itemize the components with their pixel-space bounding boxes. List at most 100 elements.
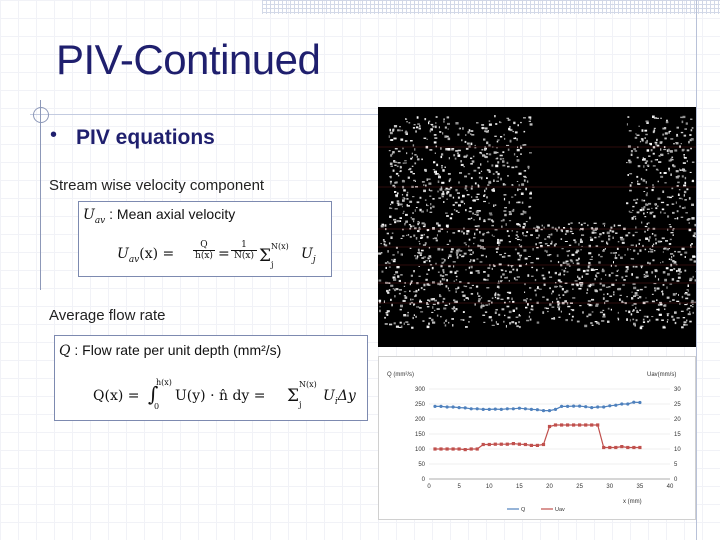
left-axis-label: Q (mm²/s) — [387, 372, 414, 378]
particle — [439, 188, 443, 191]
x-tick-label: 25 — [576, 484, 583, 490]
particle — [558, 294, 560, 296]
particle — [447, 188, 451, 191]
particle — [642, 179, 646, 182]
particle — [669, 196, 672, 199]
data-point-uav — [638, 445, 642, 450]
particle — [435, 239, 438, 242]
particle — [432, 169, 436, 171]
particle — [399, 129, 401, 132]
particle — [500, 269, 503, 271]
particle — [608, 238, 611, 241]
particle — [663, 247, 667, 249]
particle — [576, 249, 580, 253]
particle — [586, 269, 590, 272]
particle — [684, 251, 688, 254]
particle — [502, 151, 505, 153]
particle — [507, 165, 510, 168]
particle — [436, 314, 439, 317]
particle — [651, 271, 654, 274]
particle — [548, 237, 551, 239]
particle — [392, 169, 395, 172]
particle — [639, 296, 642, 299]
particle — [454, 201, 458, 204]
particle — [392, 151, 395, 154]
particle — [599, 311, 603, 314]
particle — [467, 173, 471, 175]
particle — [551, 306, 555, 308]
particle — [684, 293, 688, 295]
particle — [455, 210, 458, 212]
particle — [656, 159, 658, 161]
particle — [415, 207, 418, 209]
particle — [677, 270, 681, 272]
particle — [433, 141, 437, 144]
particle — [640, 265, 644, 267]
particle — [677, 251, 681, 253]
particle — [636, 175, 639, 178]
particle — [389, 176, 391, 178]
particle — [505, 325, 507, 328]
particle — [634, 231, 638, 233]
particle — [681, 198, 683, 200]
data-point-uav — [505, 442, 509, 446]
particle — [446, 191, 450, 194]
particle — [468, 321, 470, 323]
particle — [590, 304, 593, 307]
particle — [593, 269, 596, 271]
particle — [473, 169, 477, 172]
particle — [667, 149, 670, 152]
flow-sum-upper: N(x) — [299, 380, 317, 389]
particle — [428, 121, 430, 125]
particle — [540, 228, 543, 231]
particle — [400, 170, 402, 172]
particle — [602, 268, 604, 270]
particle — [464, 285, 468, 288]
particle — [426, 203, 428, 206]
particle — [428, 322, 430, 325]
particle — [407, 234, 410, 236]
particle — [581, 275, 583, 278]
fraction-numerator: Q — [200, 240, 208, 250]
particle — [645, 301, 649, 303]
particle — [568, 244, 572, 246]
particle — [680, 310, 684, 312]
particle — [602, 313, 606, 316]
particle — [652, 130, 655, 134]
data-point-q — [632, 400, 636, 404]
particle — [459, 172, 462, 174]
particle — [627, 232, 631, 234]
data-point-uav — [511, 442, 515, 446]
data-point-uav — [499, 442, 503, 446]
particle — [440, 264, 443, 268]
particle — [633, 286, 637, 290]
particle — [431, 311, 434, 313]
particle — [672, 159, 674, 161]
particle — [406, 204, 408, 207]
data-point-q — [608, 404, 612, 408]
particle — [539, 288, 542, 290]
particle — [643, 191, 646, 192]
particle — [481, 239, 484, 242]
particle — [394, 277, 396, 280]
particle — [578, 257, 580, 260]
data-point-uav — [433, 447, 437, 451]
particle — [450, 213, 454, 216]
particle — [425, 260, 428, 262]
particle — [387, 250, 389, 253]
q-symbol: Q — [59, 343, 71, 359]
particle — [599, 233, 602, 236]
particle — [441, 278, 443, 281]
particle — [667, 152, 670, 155]
particle — [530, 262, 534, 264]
particle — [679, 168, 681, 171]
particle — [449, 270, 453, 274]
particle — [677, 273, 681, 275]
particle — [692, 303, 694, 305]
particle — [484, 148, 487, 151]
particle — [491, 234, 493, 236]
particle — [625, 310, 628, 312]
particle — [504, 270, 507, 272]
particle — [484, 189, 486, 193]
particle — [525, 187, 527, 191]
